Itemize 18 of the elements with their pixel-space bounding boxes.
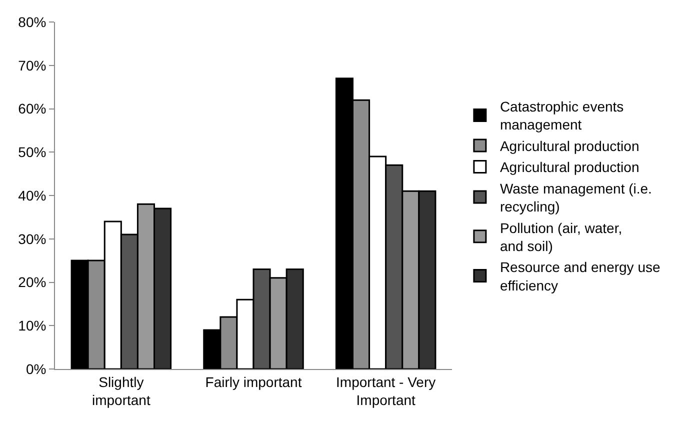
y-tick-label: 80% [18,14,46,30]
y-tick-label: 60% [18,100,46,117]
y-tick-label: 20% [18,274,46,290]
y-tick-label: 70% [18,57,46,74]
legend-label: Resource and energy use efficiency [500,259,660,294]
legend-label: Agricultural production [500,159,640,176]
legend-label: Pollution (air, water, and soil) [500,220,622,254]
x-tick-label: Slightly important [92,374,150,408]
y-tick-label: 30% [18,230,46,247]
legend-label: Catastrophic events management [500,98,624,133]
x-tick-label: Fairly important [205,374,302,390]
legend-label: Waste management (i.e. recycling) [500,180,652,215]
legend-label: Agricultural production [500,138,640,154]
y-tick-label: 10% [18,318,46,334]
y-tick-label: 50% [18,144,46,160]
y-tick-label: 0% [26,360,46,377]
y-tick-label: 40% [18,187,46,204]
x-tick-label: Important - Very Important [336,374,436,408]
